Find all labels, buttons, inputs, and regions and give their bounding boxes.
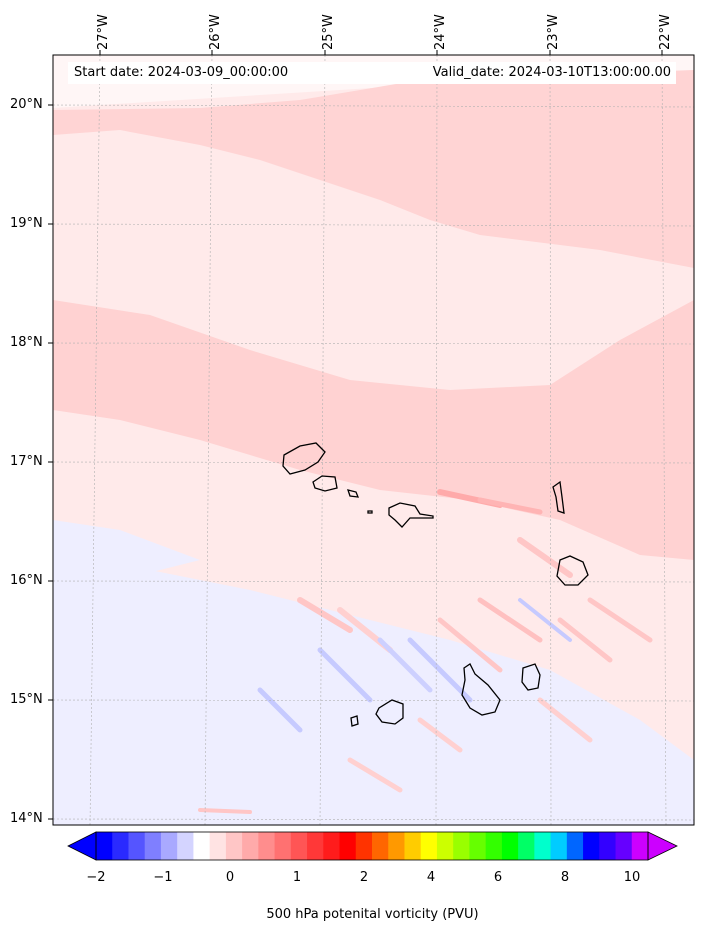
lon-label-25w: 25°W (321, 14, 336, 50)
colorbar-segment (550, 832, 568, 860)
colorbar-segment (599, 832, 617, 860)
lat-label-18n: 18°N (10, 335, 43, 350)
colorbar-label: 500 hPa potenital vorticity (PVU) (266, 907, 479, 922)
lat-label-14n: 14°N (10, 811, 43, 826)
colorbar-segment (501, 832, 519, 860)
colorbar-segment (404, 832, 422, 860)
lon-label-27w: 27°W (96, 14, 111, 50)
valid-date-text: Valid_date: 2024-03-10T13:00:00.00 (432, 65, 671, 80)
colorbar-max-extend (647, 831, 678, 861)
colorbar-segment (160, 832, 178, 860)
colorbar-segment (420, 832, 438, 860)
colorbar-tick: 10 (623, 870, 641, 885)
colorbar-segment (323, 832, 341, 860)
colorbar-segment (96, 832, 113, 860)
colorbar-segment (339, 832, 357, 860)
lat-label-17n: 17°N (10, 454, 43, 469)
colorbar-segment (355, 832, 373, 860)
start-date-text: Start date: 2024-03-09_00:00:00 (74, 65, 289, 80)
lon-label-22w: 22°W (658, 14, 673, 50)
lat-label-20n: 20°N (10, 97, 43, 112)
colorbar-segment (144, 832, 162, 860)
lon-label-26w: 26°W (208, 14, 223, 50)
colorbar-segment (485, 832, 503, 860)
graticule (53, 55, 694, 825)
pv-streaks (198, 489, 653, 814)
colorbar-tick: 1 (292, 870, 302, 885)
colorbar-segment (583, 832, 600, 860)
colorbar-tick: 2 (359, 870, 369, 885)
colorbar-segment (209, 832, 227, 860)
colorbar-segment (274, 832, 292, 860)
island-coastlines (282, 442, 589, 727)
colorbar-segment (453, 832, 470, 860)
colorbar-frame (95, 831, 649, 861)
colorbar-min-extend (67, 831, 97, 861)
lat-label-16n: 16°N (10, 573, 43, 588)
colorbar-tick: 0 (225, 870, 235, 885)
colorbar-segment (469, 832, 487, 860)
colorbar-segment (534, 832, 552, 860)
colorbar-segment (290, 832, 308, 860)
lon-label-24w: 24°W (433, 14, 448, 50)
date-info-box: Start date: 2024-03-09_00:00:00 Valid_da… (68, 62, 676, 84)
lat-label-15n: 15°N (10, 692, 43, 707)
colorbar-segment (566, 832, 584, 860)
colorbar-tick: −2 (86, 870, 106, 885)
lon-label-23w: 23°W (546, 14, 561, 50)
colorbar-segment (242, 832, 259, 860)
lat-label-19n: 19°N (10, 216, 43, 231)
axis-ticks (48, 50, 663, 820)
colorbar-segment (225, 832, 243, 860)
colorbar-segment (388, 832, 405, 860)
colorbar-segment (518, 832, 535, 860)
colorbar-segment (307, 832, 324, 860)
colorbar-segment (177, 832, 194, 860)
colorbar-tick: 4 (426, 870, 436, 885)
colorbar-segment (258, 832, 276, 860)
pv-field (53, 55, 694, 825)
colorbar-segment (615, 832, 633, 860)
colorbar-tick: 8 (560, 870, 570, 885)
colorbar-segment (436, 832, 454, 860)
colorbar (67, 831, 678, 861)
map-frame (52, 54, 695, 826)
colorbar-segment (372, 832, 389, 860)
colorbar-segment (112, 832, 129, 860)
colorbar-segment (631, 832, 649, 860)
colorbar-segment (128, 832, 146, 860)
colorbar-tick: 6 (493, 870, 503, 885)
colorbar-tick: −1 (153, 870, 173, 885)
colorbar-segment (193, 832, 211, 860)
